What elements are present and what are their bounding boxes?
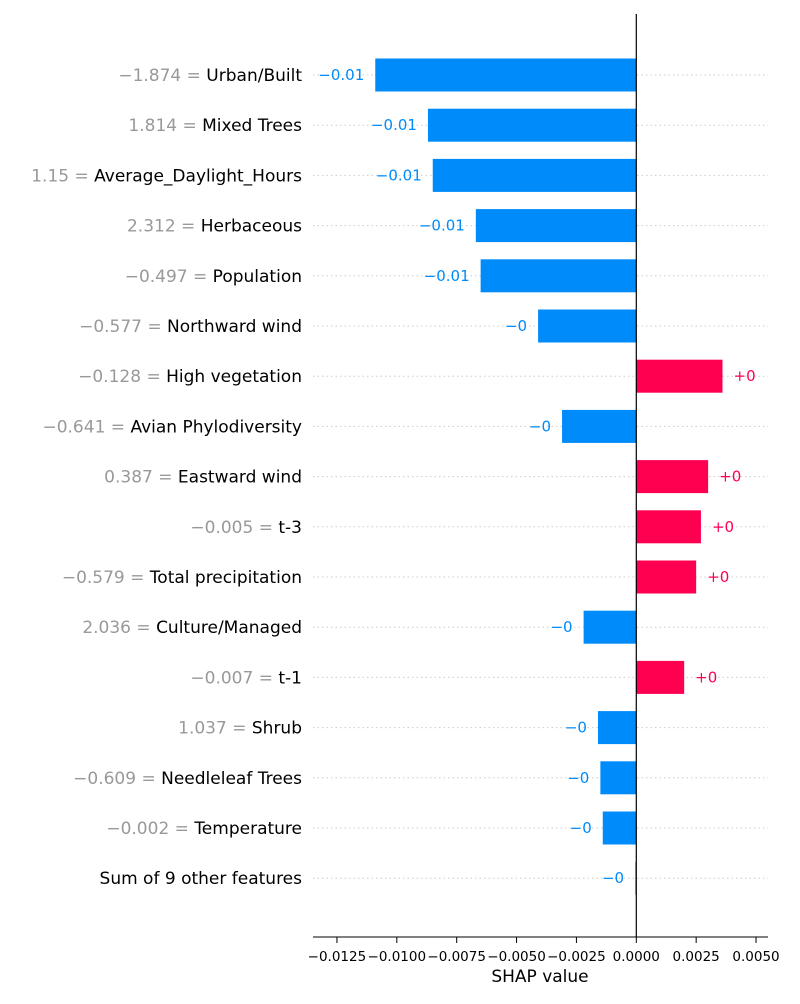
y-tick-label: −0.641 = Avian Phylodiversity xyxy=(42,417,302,437)
feature-value: −0.002 = xyxy=(106,819,194,839)
x-tick-label: 0.0025 xyxy=(673,949,720,965)
feature-name: Population xyxy=(213,267,302,287)
bar-negative xyxy=(600,761,637,795)
y-tick-label: −0.497 = Population xyxy=(125,267,302,287)
bar-value-label: −0.01 xyxy=(318,66,364,84)
y-tick-label: −0.579 = Total precipitation xyxy=(62,568,302,588)
y-tick-label: −0.007 = t-1 xyxy=(190,668,302,688)
bar-positive xyxy=(636,460,709,494)
bar-positive xyxy=(636,660,685,694)
y-tick-label: Sum of 9 other features xyxy=(100,869,303,889)
bar-negative xyxy=(475,209,637,243)
x-tick-label: −0.0025 xyxy=(547,949,606,965)
bar-negative xyxy=(480,259,637,293)
feature-name: Avian Phylodiversity xyxy=(130,417,302,437)
feature-value: 2.312 = xyxy=(127,217,201,237)
bar-value-label: −0.01 xyxy=(376,166,422,184)
feature-value: 1.15 = xyxy=(31,166,94,186)
y-tick-label: 2.312 = Herbaceous xyxy=(127,217,302,237)
feature-name: Mixed Trees xyxy=(202,116,302,136)
feature-name: Sum of 9 other features xyxy=(100,869,303,889)
feature-name: Eastward wind xyxy=(178,468,302,488)
bars-layer xyxy=(375,58,723,895)
feature-value: −1.874 = xyxy=(118,66,206,86)
feature-value: 2.036 = xyxy=(82,618,156,638)
bar-value-label: −0 xyxy=(602,869,624,887)
feature-name: Temperature xyxy=(193,819,302,839)
y-tick-label: −0.128 = High vegetation xyxy=(78,367,302,387)
y-tick-label: 2.036 = Culture/Managed xyxy=(82,618,302,638)
bar-negative xyxy=(427,108,637,142)
y-tick-label: −0.002 = Temperature xyxy=(106,819,302,839)
bar-value-label: +0 xyxy=(707,568,729,586)
feature-name: Shrub xyxy=(252,719,302,739)
y-tick-label: −0.577 = Northward wind xyxy=(79,317,302,337)
feature-value: 1.037 = xyxy=(178,719,252,739)
labels-layer: −0.01 −1.874 = Urban/Built −0.01 1.814 = Mi… xyxy=(31,66,755,889)
x-tick-label: −0.0050 xyxy=(487,949,546,965)
bar-value-label: −0.01 xyxy=(371,116,417,134)
y-tick-label: 0.387 = Eastward wind xyxy=(104,468,302,488)
bar-value-label: +0 xyxy=(734,367,756,385)
bar-value-label: +0 xyxy=(712,518,734,536)
feature-name: Needleleaf Trees xyxy=(161,769,302,789)
x-tick-label: 0.0000 xyxy=(613,949,660,965)
bar-value-label: −0.01 xyxy=(424,267,470,285)
bar-negative xyxy=(583,610,637,644)
y-tick-label: −1.874 = Urban/Built xyxy=(118,66,302,86)
feature-name: Total precipitation xyxy=(149,568,302,588)
feature-value: −0.609 = xyxy=(73,769,161,789)
feature-value: −0.007 = xyxy=(190,668,278,688)
feature-value: 1.814 = xyxy=(128,116,202,136)
feature-name: Culture/Managed xyxy=(156,618,302,638)
y-tick-label: −0.005 = t-3 xyxy=(190,518,302,538)
bar-negative xyxy=(597,711,637,745)
feature-value: 0.387 = xyxy=(104,468,178,488)
x-tick-label: −0.0075 xyxy=(427,949,486,965)
bar-value-label: −0 xyxy=(505,317,527,335)
bar-value-label: −0 xyxy=(550,618,572,636)
feature-value: −0.641 = xyxy=(42,417,130,437)
bar-value-label: +0 xyxy=(719,468,741,486)
feature-name: t-3 xyxy=(278,518,302,538)
x-axis-label: SHAP value xyxy=(491,967,588,987)
feature-name: Northward wind xyxy=(167,317,302,337)
feature-value: −0.497 = xyxy=(125,267,213,287)
feature-value: −0.577 = xyxy=(79,317,167,337)
bar-negative xyxy=(375,58,637,92)
bar-value-label: −0 xyxy=(567,769,589,787)
x-axis: −0.0125 −0.0100 −0.0075 −0.0050 −0.0025 0.000… xyxy=(308,14,780,965)
bar-positive xyxy=(636,510,701,544)
feature-name: Average_Daylight_Hours xyxy=(94,166,302,186)
bar-negative xyxy=(562,409,637,443)
bar-positive xyxy=(636,560,697,594)
bar-value-label: −0 xyxy=(565,719,587,737)
x-tick-label: −0.0125 xyxy=(308,949,367,965)
feature-name: High vegetation xyxy=(166,367,302,387)
bar-value-label: −0.01 xyxy=(419,217,465,235)
feature-value: −0.005 = xyxy=(190,518,278,538)
x-tick-label: 0.0050 xyxy=(732,949,779,965)
bar-negative xyxy=(538,309,637,343)
bar-value-label: −0 xyxy=(570,819,592,837)
bar-value-label: −0 xyxy=(529,417,551,435)
bar-positive xyxy=(636,359,723,393)
feature-value: −0.579 = xyxy=(62,568,150,588)
y-tick-label: 1.037 = Shrub xyxy=(178,719,302,739)
x-tick-label: −0.0100 xyxy=(368,949,427,965)
y-tick-label: −0.609 = Needleleaf Trees xyxy=(73,769,302,789)
feature-value: −0.128 = xyxy=(78,367,166,387)
bar-negative xyxy=(602,811,637,845)
y-tick-label: 1.814 = Mixed Trees xyxy=(128,116,302,136)
bar-value-label: +0 xyxy=(695,668,717,686)
y-tick-label: 1.15 = Average_Daylight_Hours xyxy=(31,166,302,186)
bar-negative xyxy=(635,861,637,895)
feature-name: Herbaceous xyxy=(201,217,302,237)
bar-negative xyxy=(432,158,637,192)
feature-name: Urban/Built xyxy=(206,66,302,86)
feature-name: t-1 xyxy=(278,668,302,688)
